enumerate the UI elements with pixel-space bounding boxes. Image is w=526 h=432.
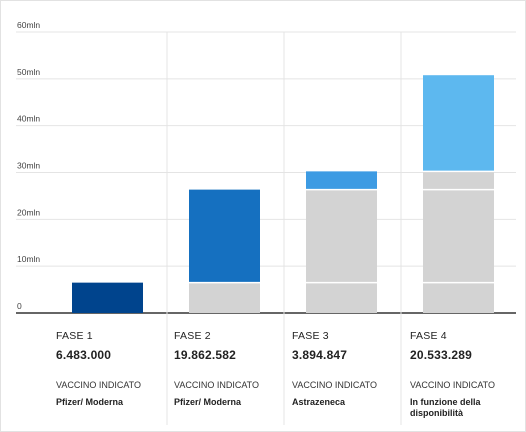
bar-segment-2-1 [189, 282, 260, 313]
phase-dividers [166, 32, 402, 425]
phase-2-label: FASE 2 [174, 330, 211, 342]
phase-1-label: FASE 1 [56, 330, 93, 342]
phase-3-info: FASE 3 3.894.847 VACCINO INDICATO Astraz… [292, 330, 404, 408]
bars [72, 75, 494, 313]
phase-1-vaccine-label: VACCINO INDICATO [56, 380, 142, 390]
bar-segment-4-1 [423, 282, 494, 313]
phase-3-vaccine-label: VACCINO INDICATO [292, 380, 378, 390]
bar-segment-2-2 [189, 189, 260, 283]
phase-2-vaccine-label: VACCINO INDICATO [174, 380, 260, 390]
phase-4-value: 20.533.289 [410, 348, 473, 362]
y-tick-label: 60mln [17, 20, 40, 30]
phase-2-info: FASE 2 19.862.582 VACCINO INDICATO Pfize… [174, 330, 286, 408]
y-tick-label: 20mln [17, 207, 40, 217]
phase-3-vaccine: Astrazeneca [292, 397, 346, 407]
phase-1-value: 6.483.000 [56, 348, 112, 362]
y-tick-label: 30mln [17, 161, 40, 171]
phase-1-vaccine: Pfizer/ Moderna [56, 397, 124, 407]
phase-1-info: FASE 1 6.483.000 VACCINO INDICATO Pfizer… [56, 330, 168, 408]
bar-segment-3-2 [306, 189, 377, 283]
phase-2-value: 19.862.582 [174, 348, 237, 362]
bar-segment-4-4 [423, 75, 494, 172]
y-axis-ticks: 60mln 50mln 40mln 30mln 20mln 10mln 0 [17, 20, 40, 311]
y-tick-label: 0 [17, 301, 22, 311]
bar-segment-4-3 [423, 171, 494, 190]
phase-3-label: FASE 3 [292, 330, 329, 342]
bar-segment-3-3 [306, 171, 377, 190]
phase-4-vaccine-label: VACCINO INDICATO [410, 380, 496, 390]
phase-3-value: 3.894.847 [292, 348, 348, 362]
bar-segment-3-1 [306, 282, 377, 313]
phase-2-vaccine: Pfizer/ Moderna [174, 397, 242, 407]
phase-4-info: FASE 4 20.533.289 VACCINO INDICATO In fu… [410, 330, 510, 419]
phase-4-vaccine: In funzione della disponibilità [410, 397, 481, 418]
phase-4-label: FASE 4 [410, 330, 447, 342]
bar-segment-4-2 [423, 189, 494, 283]
y-tick-label: 40mln [17, 114, 40, 124]
bar-segment-1-1 [72, 282, 143, 313]
y-tick-label: 10mln [17, 254, 40, 264]
y-tick-label: 50mln [17, 67, 40, 77]
